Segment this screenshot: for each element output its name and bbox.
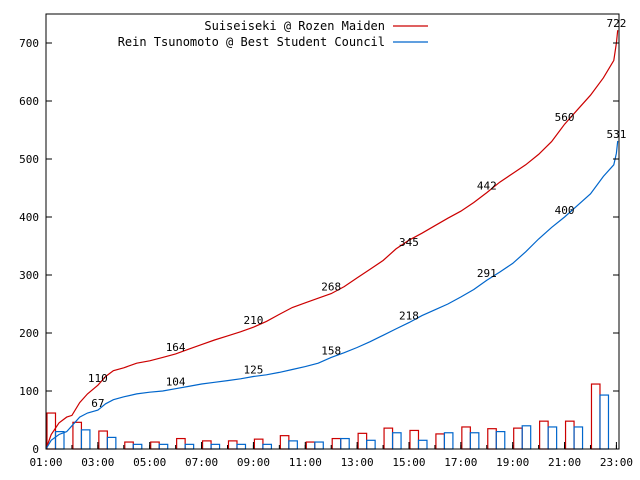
bar-suiseiseki — [409, 429, 420, 450]
x-tick-label: 21:00 — [548, 456, 581, 469]
bar-rein — [417, 439, 428, 450]
bar-rein — [495, 431, 506, 450]
data-label: 218 — [399, 310, 419, 323]
x-tick-label: 05:00 — [133, 456, 166, 469]
bar-rein — [391, 432, 402, 450]
data-label: 210 — [243, 314, 263, 327]
x-tick-label: 03:00 — [81, 456, 114, 469]
data-label: 400 — [555, 204, 575, 217]
bar-suiseiseki — [331, 437, 342, 450]
data-label: 125 — [243, 364, 263, 377]
y-tick-label: 300 — [19, 269, 39, 282]
bar-rein — [184, 443, 195, 450]
bar-suiseiseki — [253, 438, 264, 450]
bar-rein — [158, 443, 169, 450]
y-tick-label: 0 — [32, 443, 39, 456]
data-label: 560 — [555, 111, 575, 124]
data-label: 345 — [399, 236, 419, 249]
legend-label: Suiseiseki @ Rozen Maiden — [204, 19, 385, 33]
bar-suiseiseki — [98, 430, 108, 450]
bar-rein — [106, 436, 117, 450]
x-tick-label: 07:00 — [185, 456, 218, 469]
data-label: 104 — [166, 376, 186, 389]
series-line-rein — [45, 140, 619, 450]
bar-suiseiseki — [124, 441, 134, 450]
bar-suiseiseki — [564, 420, 575, 450]
data-label: 158 — [321, 344, 341, 357]
x-tick-label: 19:00 — [496, 456, 529, 469]
bar-suiseiseki — [590, 383, 601, 450]
bar-rein — [132, 443, 143, 450]
x-tick-label: 23:00 — [600, 456, 633, 469]
data-label: 67 — [91, 397, 104, 410]
bar-rein — [599, 394, 610, 450]
plot-frame — [45, 13, 620, 450]
bar-rein — [443, 432, 454, 450]
bar-suiseiseki — [72, 421, 83, 450]
bar-rein — [80, 429, 91, 450]
y-tick-label: 100 — [19, 385, 39, 398]
y-tick-label: 400 — [19, 211, 39, 224]
bar-rein — [366, 439, 376, 450]
bar-suiseiseki — [513, 427, 523, 450]
y-tick-label: 600 — [19, 95, 39, 108]
bar-rein — [340, 437, 350, 450]
bar-suiseiseki — [305, 441, 316, 450]
bar-suiseiseki — [435, 433, 446, 450]
x-tick-label: 11:00 — [289, 456, 322, 469]
bar-rein — [210, 443, 221, 450]
data-label: 722 — [606, 17, 626, 30]
bar-suiseiseki — [357, 432, 368, 450]
bar-rein — [236, 443, 247, 450]
bar-rein — [547, 426, 558, 450]
bar-suiseiseki — [383, 427, 394, 450]
axes: 0 100 200 300 400 500 600 700 01:00 03:00 05:00 07:… — [19, 37, 633, 469]
bar-suiseiseki — [201, 440, 212, 450]
data-label: 164 — [166, 341, 186, 354]
bar-suiseiseki — [279, 435, 290, 450]
x-tick-label: 17:00 — [444, 456, 477, 469]
legend-label: Rein Tsunomoto @ Best Student Council — [118, 35, 385, 49]
bar-suiseiseki — [461, 426, 471, 450]
bar-rein — [262, 443, 273, 450]
x-tick-label: 09:00 — [237, 456, 270, 469]
data-label: 291 — [477, 267, 497, 280]
x-tick-label: 01:00 — [29, 456, 62, 469]
bar-rein — [288, 440, 298, 450]
bar-rein — [314, 441, 324, 450]
data-label: 110 — [88, 372, 108, 385]
bar-rein — [521, 425, 532, 450]
bar-suiseiseki — [227, 440, 238, 450]
y-tick-label: 500 — [19, 153, 39, 166]
data-label: 442 — [477, 180, 497, 193]
data-labels: 110 164 210 268 345 442 560 722 67 104 125 158 218 29… — [88, 17, 626, 410]
bar-rein — [573, 426, 584, 450]
bar-suiseiseki — [539, 420, 549, 450]
bar-suiseiseki — [487, 428, 497, 450]
bar-suiseiseki — [150, 441, 160, 450]
series-line-suiseiseki — [45, 30, 619, 450]
y-tick-label: 200 — [19, 327, 39, 340]
bar-suiseiseki — [176, 437, 186, 450]
hourly-bars — [46, 383, 610, 450]
y-tick-label: 700 — [19, 37, 39, 50]
data-label: 531 — [606, 128, 626, 141]
series-lines — [45, 30, 619, 450]
data-label: 268 — [321, 281, 341, 294]
bar-rein — [469, 432, 480, 450]
legend: Suiseiseki @ Rozen Maiden Rein Tsunomoto … — [118, 19, 428, 49]
x-tick-label: 15:00 — [392, 456, 425, 469]
x-tick-label: 13:00 — [341, 456, 374, 469]
